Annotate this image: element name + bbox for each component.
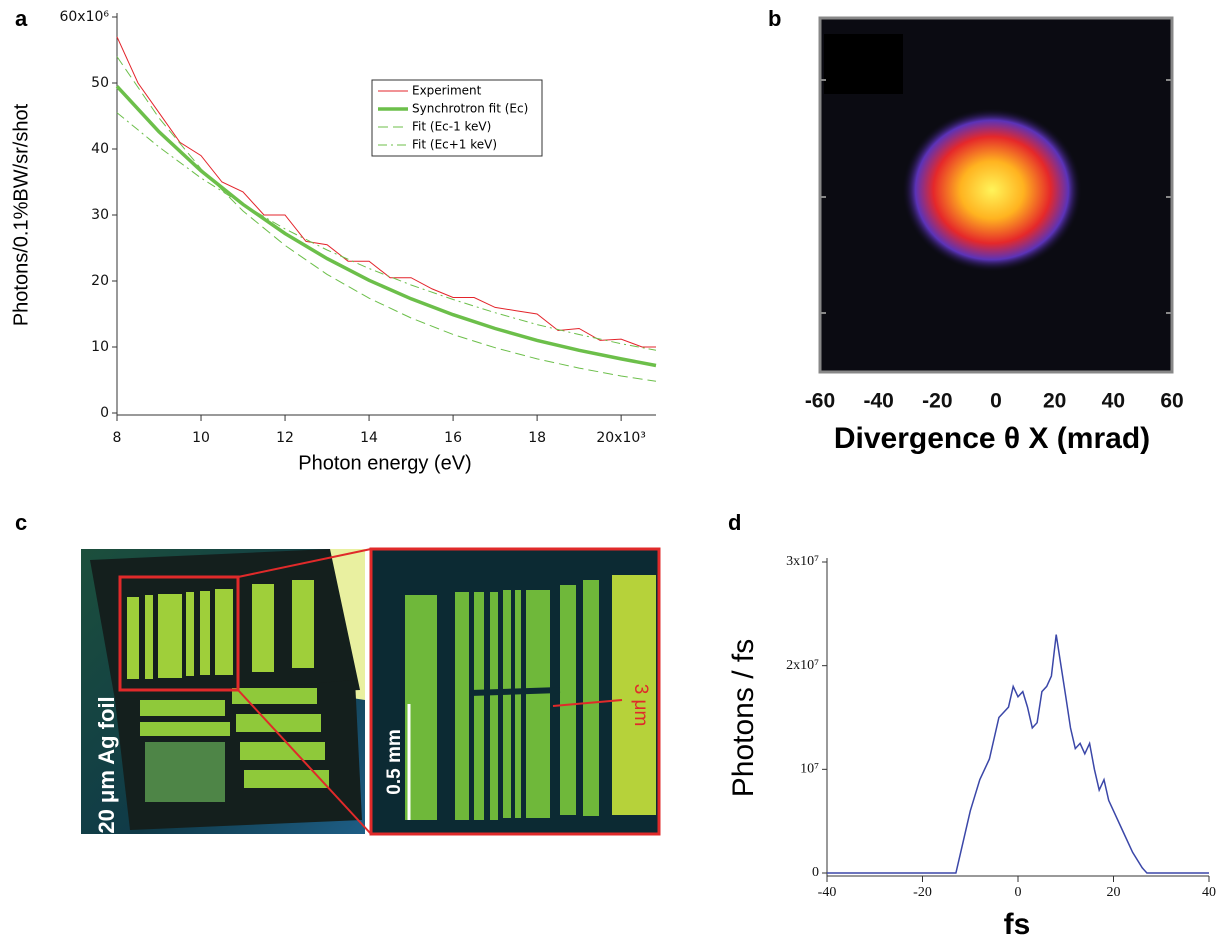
y-tick-label: 60x10⁶ [59,9,109,25]
y-tick-label: 10⁷ [800,762,819,777]
x-axis-title: Divergence θ X (mrad) [834,422,1150,455]
x-tick-label: 16 [444,430,462,446]
y-tick-label: 2x10⁷ [786,658,819,673]
x-tick-label: 20 [1107,885,1121,900]
x-tick-label: -40 [863,390,893,413]
y-tick-label: 10 [91,339,109,355]
line [116,112,657,351]
x-tick-label: 0 [990,390,1002,413]
panel-label: d [728,510,741,535]
panel-label: c [15,510,27,535]
y-axis-title: Photons/0.1%BW/sr/shot [10,103,32,326]
line [116,56,657,382]
x-tick-label: -40 [818,885,837,900]
x-tick-label: 0 [1015,885,1022,900]
panel-label: b [768,6,781,31]
legend-box [371,79,543,157]
y-tick-label: 3x10⁷ [786,554,819,569]
feature-label: 3 μm [630,684,651,727]
sample-label: 20 μm Ag foil [94,696,119,833]
y-tick-label: 0 [812,865,819,880]
x-tick-label: -60 [805,390,835,413]
x-tick-label: 12 [276,430,294,446]
x-tick-label: 20x10³ [596,430,646,446]
y-tick-label: 30 [91,207,109,223]
scale-bar-label: 0.5 mm [384,729,405,794]
legend-label: Fit (Ec-1 keV) [412,120,491,134]
x-tick-label: 60 [1160,390,1183,413]
y-tick-label: 50 [91,75,109,91]
y-tick-label: 0 [100,405,109,421]
x-tick-label: 40 [1102,390,1125,413]
x-tick-label: 8 [113,430,122,446]
panel-label: a [15,6,28,31]
x-tick-label: 18 [528,430,546,446]
x-tick-label: 20 [1043,390,1066,413]
x-tick-label: 10 [192,430,210,446]
legend-label: Synchrotron fit (Ec) [412,102,528,116]
x-tick-label: 14 [360,430,378,446]
line [116,36,656,348]
y-axis-title: Photons / fs [727,639,760,797]
foil-image: 20 μm Ag foil 0.5 mm 3 μm [81,547,661,836]
legend-label: Fit (Ec+1 keV) [412,138,497,152]
beam-image [818,16,1174,374]
x-tick-label: -20 [922,390,952,413]
y-tick-label: 20 [91,273,109,289]
x-tick-label: -20 [913,885,932,900]
legend-label: Experiment [412,84,482,98]
line [827,634,1209,874]
x-axis-title: Photon energy (eV) [298,452,471,474]
x-axis-title: fs [1004,908,1031,941]
y-tick-label: 40 [91,141,109,157]
x-tick-label: 40 [1202,885,1216,900]
